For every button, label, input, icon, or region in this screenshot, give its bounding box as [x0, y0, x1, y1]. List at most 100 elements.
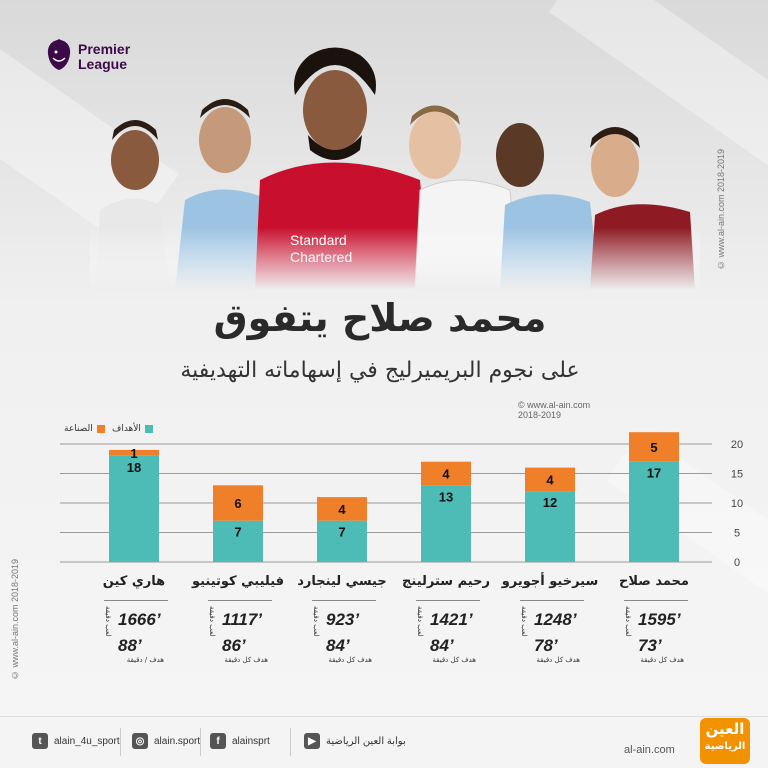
credit: © www.al-ain.com 2018-2019 — [518, 400, 590, 420]
separator-line — [104, 600, 168, 601]
bar-goals — [525, 491, 575, 562]
y-tick-label: 5 — [734, 528, 740, 540]
instagram-icon: ◎ — [132, 733, 148, 749]
legend-assists-label: الصناعة — [64, 424, 93, 434]
bar-assists-label: 4 — [442, 467, 450, 482]
site-url[interactable]: al-ain.com — [624, 744, 675, 756]
legend-goals-swatch — [144, 425, 153, 433]
legend-goals-label: الأهداف — [112, 424, 141, 434]
brand-sub: الرياضية — [704, 741, 746, 752]
youtube-link[interactable]: ▶ بوابة العين الرياضية — [304, 733, 406, 749]
ratio-label: هدف كل دقيقة — [432, 656, 476, 664]
minutes-label: لعب دقيقة — [624, 606, 632, 637]
page-title: محمد صلاح يتفوق — [213, 296, 547, 340]
bar-goals — [109, 455, 159, 562]
minutes-played: 1421’ — [430, 610, 473, 629]
minutes-label: لعب دقيقة — [104, 606, 112, 637]
divider — [120, 728, 121, 756]
bar-goals-label: 7 — [338, 525, 345, 540]
player-name: رحيم سترلينج — [402, 574, 490, 589]
bar-assists-label: 5 — [650, 440, 657, 455]
minutes-played: 1666’ — [118, 610, 161, 629]
bar-assists — [525, 467, 575, 492]
twitter-handle: alain_4u_sport — [54, 735, 120, 747]
divider — [290, 728, 291, 756]
bar-goals-label: 13 — [439, 489, 453, 504]
bar-assists — [213, 485, 263, 521]
separator-line — [208, 600, 272, 601]
bar-goals-label: 12 — [543, 495, 557, 510]
minutes-played: 923’ — [326, 610, 360, 629]
y-tick-label: 20 — [731, 439, 743, 451]
minutes-played: 1117’ — [222, 610, 263, 629]
bar-goals — [317, 520, 367, 562]
ratio-label: هدف كل دقيقة — [536, 656, 580, 664]
credit-site: © www.al-ain.com — [518, 400, 591, 410]
instagram-handle: alain.sport — [154, 735, 201, 747]
ratio-label: هدف كل دقيقة — [224, 656, 268, 664]
legend-assists-swatch — [96, 425, 105, 433]
minutes-per-goal: 84’ — [430, 636, 454, 655]
minutes-per-goal: 88’ — [118, 636, 142, 655]
minutes-label: لعب دقيقة — [520, 606, 528, 637]
bar-assists-label: 4 — [546, 472, 554, 487]
minutes-label: لعب دقيقة — [208, 606, 216, 637]
minutes-label: لعب دقيقة — [416, 606, 424, 637]
ratio-label: هدف كل دقيقة — [640, 656, 684, 664]
legend-assists: الصناعة — [64, 424, 105, 434]
youtube-icon: ▶ — [304, 733, 320, 749]
bar-goals — [213, 520, 263, 562]
y-tick-label: 0 — [734, 557, 740, 569]
facebook-handle: alainsprt — [232, 735, 270, 747]
bar-goals-label: 18 — [127, 460, 141, 475]
bar-assists — [317, 497, 367, 521]
players-photo: Standard Chartered — [90, 40, 700, 290]
legend-goals: الأهداف — [112, 424, 153, 434]
bar-goals-label: 17 — [647, 466, 661, 481]
youtube-channel: بوابة العين الرياضية — [326, 735, 406, 747]
divider — [200, 728, 201, 756]
minutes-played: 1595’ — [638, 610, 681, 629]
minutes-per-goal: 73’ — [638, 636, 662, 655]
twitter-link[interactable]: t alain_4u_sport — [32, 733, 120, 749]
player-name: سيرخيو أجويرو — [501, 574, 599, 589]
twitter-icon: t — [32, 733, 48, 749]
player-name: محمد صلاح — [619, 574, 689, 589]
minutes-label: لعب دقيقة — [312, 606, 320, 637]
page-subtitle: على نجوم البريميرليج في إسهاماته التهديف… — [180, 358, 580, 383]
minutes-played: 1248’ — [534, 610, 577, 629]
minutes-per-goal: 86’ — [222, 636, 246, 655]
bar-goals-label: 7 — [234, 525, 241, 540]
footer — [0, 716, 768, 768]
al-ain-logo: العين الرياضية — [700, 718, 750, 764]
y-tick-label: 10 — [731, 498, 743, 510]
bar-assists-label: 1 — [130, 446, 137, 461]
bar-goals — [421, 485, 471, 562]
bar-assists — [421, 461, 471, 486]
bar-goals — [629, 461, 679, 562]
y-tick-label: 15 — [731, 469, 743, 481]
ratio-label: هدف / دقيقة — [126, 656, 164, 664]
minutes-per-goal: 78’ — [534, 636, 558, 655]
separator-line — [416, 600, 480, 601]
player-name: جيسي لينجارد — [297, 574, 387, 589]
player-name: هاري كين — [102, 574, 166, 589]
player-name: فيليبي كوتينيو — [191, 574, 285, 589]
bar-assists-label: 4 — [338, 502, 346, 517]
separator-line — [624, 600, 688, 601]
minutes-per-goal: 84’ — [326, 636, 350, 655]
separator-line — [520, 600, 584, 601]
facebook-link[interactable]: f alainsprt — [210, 733, 270, 749]
side-watermark-left: © www.al-ain.com 2018-2019 — [10, 558, 20, 680]
separator-line — [312, 600, 376, 601]
credit-season: 2018-2019 — [518, 410, 562, 420]
instagram-link[interactable]: ◎ alain.sport — [132, 733, 200, 749]
ratio-label: هدف كل دقيقة — [328, 656, 372, 664]
premier-league-lion-icon — [47, 39, 71, 70]
bar-assists — [629, 432, 679, 462]
bar-assists — [109, 449, 159, 456]
bar-assists-label: 6 — [234, 496, 241, 511]
facebook-icon: f — [210, 733, 226, 749]
